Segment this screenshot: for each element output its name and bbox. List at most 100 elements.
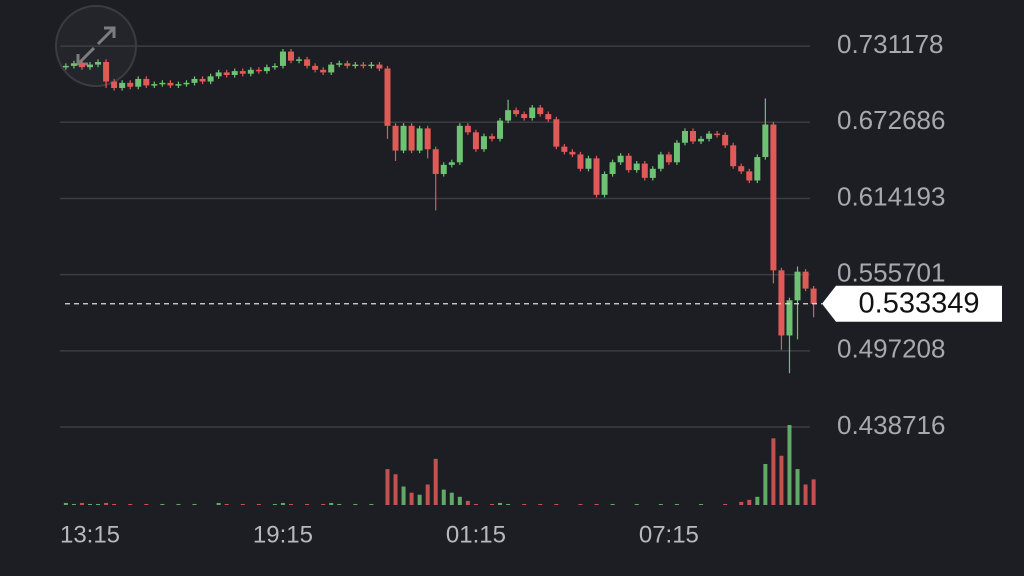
volume-bar bbox=[538, 503, 543, 505]
volume-bar bbox=[594, 503, 599, 505]
volume-bar bbox=[128, 503, 133, 505]
candle-body bbox=[312, 65, 319, 70]
candle-body bbox=[537, 107, 544, 115]
candle-body bbox=[690, 131, 696, 142]
last-price-label: 0.533349 bbox=[859, 287, 980, 319]
volume-bar bbox=[305, 503, 310, 505]
volume-bar bbox=[63, 502, 68, 505]
candle-body bbox=[87, 64, 93, 68]
candle-body bbox=[263, 67, 270, 72]
volume-bar bbox=[522, 503, 527, 505]
candle-body bbox=[247, 69, 254, 74]
candle-body bbox=[416, 128, 423, 151]
candle-body bbox=[794, 271, 801, 301]
candle-body bbox=[400, 125, 407, 151]
candle-body bbox=[505, 110, 512, 121]
volume-bar bbox=[779, 455, 784, 505]
candle-body bbox=[368, 64, 375, 67]
volume-bar bbox=[280, 502, 285, 505]
candle-body bbox=[754, 157, 761, 181]
candle-body bbox=[553, 119, 560, 147]
candle-body bbox=[698, 138, 705, 142]
volume-bar bbox=[272, 503, 277, 505]
volume-bar bbox=[433, 458, 438, 505]
volume-bar bbox=[256, 503, 261, 505]
candle-body bbox=[328, 64, 335, 73]
candle-body bbox=[657, 154, 664, 169]
candle-body bbox=[706, 133, 713, 139]
volume-bar bbox=[321, 503, 326, 505]
candle-body bbox=[384, 68, 391, 126]
candle-body bbox=[159, 82, 166, 85]
candle-body bbox=[360, 64, 367, 67]
volume-bar bbox=[763, 463, 768, 505]
volume-bar bbox=[353, 503, 358, 505]
candle-body bbox=[577, 154, 584, 169]
volume-bar bbox=[771, 438, 776, 505]
candle-body bbox=[738, 166, 745, 172]
volume-bar bbox=[747, 499, 752, 505]
candle-body bbox=[778, 270, 785, 336]
candle-body bbox=[95, 61, 102, 65]
candle-body bbox=[288, 51, 294, 61]
volume-bar bbox=[787, 425, 792, 505]
volume-bar bbox=[409, 492, 414, 505]
volume-bar bbox=[723, 503, 728, 505]
volume-bar bbox=[674, 503, 679, 505]
candle-body bbox=[70, 63, 77, 66]
volume-bar bbox=[144, 503, 149, 505]
candle-body bbox=[207, 76, 214, 82]
volume-bar bbox=[240, 503, 245, 505]
volume-bar bbox=[71, 503, 76, 505]
candle-body bbox=[183, 82, 190, 85]
volume-bar bbox=[473, 503, 478, 505]
candle-body bbox=[810, 288, 817, 304]
volume-bar bbox=[289, 503, 293, 505]
candle-body bbox=[802, 271, 809, 289]
candle-body bbox=[62, 65, 69, 68]
candle-body bbox=[762, 124, 769, 158]
candle-body bbox=[746, 171, 753, 181]
candle-body bbox=[271, 65, 278, 68]
candle-body bbox=[78, 63, 85, 68]
candle-body bbox=[665, 154, 672, 163]
volume-bar bbox=[329, 502, 334, 505]
candle-body bbox=[497, 120, 504, 139]
volume-bar bbox=[104, 502, 109, 505]
candle-body bbox=[279, 51, 286, 66]
y-tick-label: 0.614193 bbox=[837, 181, 945, 211]
candle-body bbox=[601, 173, 608, 195]
volume-bar bbox=[457, 496, 462, 505]
volume-bar bbox=[699, 503, 704, 505]
candle-body bbox=[440, 164, 447, 174]
candle-body bbox=[489, 136, 495, 139]
candle-body bbox=[593, 158, 600, 195]
candle-body bbox=[521, 114, 528, 118]
volume-bar bbox=[79, 502, 84, 505]
candle-body bbox=[336, 63, 343, 65]
candle-body bbox=[223, 72, 230, 76]
candle-body bbox=[175, 84, 182, 86]
candle-body bbox=[561, 146, 568, 152]
volume-bar bbox=[425, 484, 430, 505]
candle-body bbox=[513, 110, 520, 115]
candle-body bbox=[464, 125, 471, 133]
x-tick-label: 13:15 bbox=[60, 521, 120, 548]
volume-bar bbox=[610, 503, 615, 505]
candle-body bbox=[408, 125, 415, 151]
candle-body bbox=[432, 149, 439, 174]
candle-body bbox=[424, 128, 431, 150]
candle-body bbox=[633, 163, 640, 171]
volume-bar bbox=[755, 496, 760, 505]
volume-bar bbox=[216, 502, 221, 505]
volume-bar bbox=[337, 503, 342, 505]
candle-body bbox=[239, 71, 246, 74]
candle-body bbox=[770, 124, 777, 271]
candle-body bbox=[111, 81, 118, 89]
volume-bar bbox=[176, 503, 181, 505]
volume-bar bbox=[160, 503, 165, 505]
candle-body bbox=[714, 133, 721, 136]
candle-body bbox=[376, 64, 383, 69]
